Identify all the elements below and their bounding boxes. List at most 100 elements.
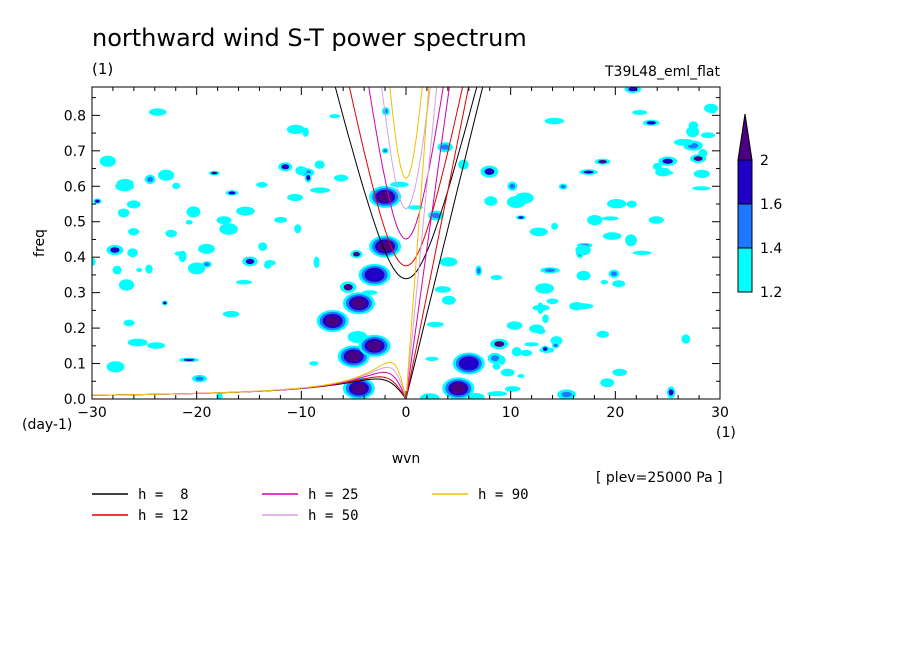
level-note: [ plev=25000 Pa ] — [596, 470, 723, 486]
noise-patch — [607, 199, 627, 209]
noise-patch-core — [281, 164, 290, 170]
noise-patch — [258, 242, 268, 251]
noise-patch — [187, 262, 206, 275]
noise-patch-core — [306, 174, 311, 181]
spectral-peak — [351, 383, 366, 394]
noise-patch — [147, 342, 166, 349]
noise-patch — [425, 356, 439, 361]
noise-patch-core — [628, 87, 638, 92]
noise-patch-core — [353, 251, 360, 257]
noise-patch — [596, 330, 609, 338]
noise-patch — [490, 275, 503, 280]
x-units-label: (1) — [716, 425, 736, 441]
dispersion-curve-h8 — [405, 87, 484, 399]
noise-patch — [575, 244, 591, 256]
colorbar-label: 1.2 — [760, 285, 782, 301]
noise-patch-core — [662, 158, 673, 164]
noise-patch — [158, 169, 175, 181]
noise-patch — [117, 208, 130, 218]
noise-patch — [390, 181, 409, 188]
noise-patch — [112, 265, 122, 275]
y-units-label: (day-1) — [22, 417, 72, 433]
noise-patch — [536, 328, 546, 335]
noise-patch-core — [211, 171, 218, 175]
y-tick-label: 0.2 — [64, 321, 86, 337]
units-note: (1) — [92, 60, 113, 78]
noise-patch — [701, 132, 715, 139]
legend-label: h = 12 — [138, 508, 189, 524]
x-tick-label: −20 — [182, 405, 212, 421]
x-axis-label: wvn — [392, 451, 421, 467]
noise-patch-core — [476, 267, 481, 274]
dispersion-curve-h50 — [381, 87, 431, 210]
noise-patch — [506, 196, 526, 208]
noise-patch — [185, 220, 193, 225]
noise-patch — [487, 391, 508, 397]
noise-patch — [434, 286, 451, 293]
noise-patch-core — [110, 247, 120, 253]
y-tick-label: 0.3 — [64, 286, 86, 302]
noise-patch — [172, 182, 181, 190]
spectral-power-contours — [92, 87, 718, 399]
y-tick-label: 0.1 — [64, 357, 86, 373]
noise-patch — [236, 206, 255, 216]
noise-patch — [544, 117, 565, 125]
noise-patch — [420, 393, 440, 399]
noise-patch — [517, 374, 525, 378]
noise-patch — [128, 228, 140, 236]
noise-patch-core — [204, 262, 210, 267]
noise-patch — [123, 319, 135, 327]
noise-patch — [127, 248, 138, 258]
noise-patch — [551, 222, 559, 230]
noise-patch — [535, 283, 554, 294]
dispersion-curve-h90 — [92, 361, 407, 399]
noise-patch — [500, 368, 515, 377]
noise-patch — [692, 186, 711, 191]
noise-patch — [286, 124, 305, 134]
noise-patch-core — [431, 212, 441, 219]
spectral-peak — [346, 351, 361, 362]
experiment-label: T39L48_eml_flat — [604, 64, 721, 80]
noise-patch — [148, 108, 167, 116]
y-axis-label: freq — [32, 229, 48, 257]
noise-patch — [165, 229, 177, 238]
y-tick-label: 0.8 — [64, 108, 86, 124]
noise-patch — [236, 280, 252, 285]
noise-patch — [524, 342, 539, 347]
noise-patch — [632, 250, 652, 255]
noise-patch — [520, 349, 533, 357]
x-tick-label: 30 — [711, 405, 729, 421]
noise-patch — [426, 321, 444, 328]
noise-patch-core — [509, 183, 515, 189]
noise-patch — [310, 187, 331, 193]
noise-patch — [106, 361, 125, 373]
noise-patch-core — [440, 144, 450, 150]
noise-patch — [537, 302, 544, 315]
dispersion-curves — [92, 87, 484, 399]
noise-patch-core — [542, 347, 548, 351]
noise-patch-core — [163, 301, 167, 305]
noise-patch — [264, 260, 276, 266]
noise-patch — [632, 110, 648, 115]
x-tick-label: 10 — [502, 405, 520, 421]
dispersion-curve-h25 — [368, 87, 444, 240]
noise-patch — [498, 355, 506, 365]
noise-patch — [216, 216, 232, 225]
legend-label: h = 25 — [308, 487, 359, 503]
noise-patch — [660, 170, 674, 175]
noise-patch — [506, 321, 523, 330]
noise-patch-core — [147, 176, 154, 182]
noise-patch — [222, 310, 240, 318]
noise-patch — [118, 279, 135, 291]
noise-patch — [587, 215, 603, 226]
colorbar-swatch — [737, 159, 753, 205]
noise-patch — [505, 386, 521, 392]
noise-patch — [693, 169, 710, 178]
noise-patch — [652, 162, 662, 171]
noise-patch — [126, 200, 141, 209]
noise-patch — [174, 251, 183, 256]
dispersion-curve-h8 — [334, 87, 478, 280]
noise-patch — [601, 216, 619, 221]
noise-patch — [439, 257, 458, 267]
